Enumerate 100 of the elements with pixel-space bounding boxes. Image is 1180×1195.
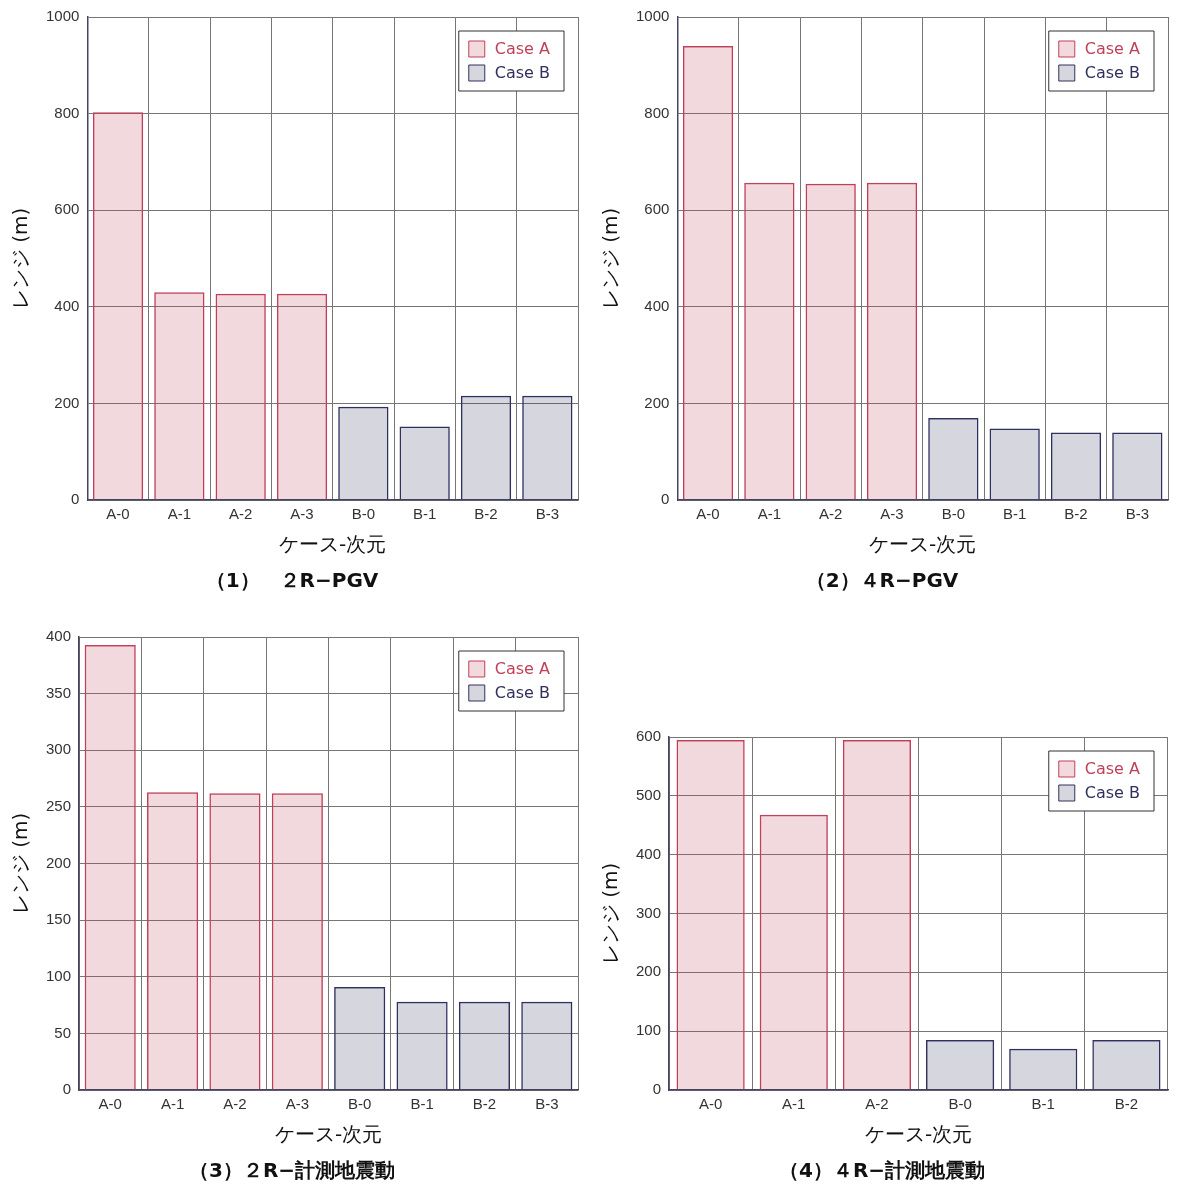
- bar: [682, 45, 734, 500]
- y-tick-label: 1000: [45, 7, 80, 25]
- y-tick-label: 600: [54, 200, 80, 218]
- x-axis-title: ケース-次元: [274, 1122, 383, 1147]
- text: （1） ２R−PGV: [205, 568, 379, 593]
- y-tick-label: 200: [644, 393, 670, 411]
- y-tick-label: 800: [644, 103, 670, 121]
- x-axis-title: ケース-次元: [279, 532, 387, 557]
- bar: [334, 986, 386, 1090]
- x-tick-label: A-2: [229, 505, 253, 523]
- bar: [842, 739, 912, 1090]
- x-tick-label: B-2: [472, 1095, 497, 1113]
- bar: [928, 417, 979, 500]
- x-tick-label: B-1: [1003, 505, 1027, 523]
- x-tick-label: A-3: [285, 1095, 309, 1113]
- y-tick-label: 200: [54, 393, 80, 411]
- bar: [744, 182, 795, 500]
- y-tick-label: 400: [636, 844, 662, 862]
- bar: [805, 183, 856, 500]
- bar: [676, 739, 745, 1090]
- y-tick-label: 600: [644, 200, 670, 218]
- x-tick-label: B-3: [535, 505, 560, 523]
- x-tick-label: A-1: [782, 1095, 806, 1113]
- y-tick-label: 1000: [635, 7, 670, 25]
- x-tick-label: B-0: [351, 505, 376, 523]
- x-tick-label: A-1: [167, 505, 192, 523]
- x-tick-label: B-1: [410, 1095, 434, 1113]
- legend-label: Case A: [494, 659, 551, 679]
- y-tick-label: 0: [62, 1080, 72, 1098]
- legend-label: Case B: [1084, 63, 1140, 83]
- x-tick-label: A-3: [880, 505, 904, 523]
- bar: [989, 428, 1040, 500]
- y-tick-label: 300: [636, 903, 662, 921]
- x-tick-label: A-1: [160, 1095, 185, 1113]
- bar: [1092, 1039, 1161, 1090]
- y-tick-label: 0: [652, 1080, 662, 1098]
- bar: [147, 792, 199, 1090]
- y-tick-label: 400: [46, 627, 72, 645]
- y-tick-label: 300: [46, 740, 72, 758]
- y-tick-label: 350: [46, 683, 72, 701]
- y-axis-title: レンジ (m): [598, 862, 623, 965]
- x-tick-label: B-1: [1031, 1095, 1055, 1113]
- text: （2）４R−PGV: [805, 568, 959, 593]
- x-tick-label: A-0: [106, 505, 130, 523]
- bar: [458, 1001, 511, 1090]
- y-axis-title: レンジ (m): [8, 207, 33, 310]
- bar: [460, 395, 512, 500]
- bar: [1050, 432, 1102, 500]
- y-tick-label: 150: [46, 910, 72, 928]
- x-tick-label: B-2: [1114, 1095, 1139, 1113]
- y-tick-label: 0: [71, 490, 80, 508]
- x-tick-label: B-1: [413, 505, 437, 523]
- y-tick-label: 50: [54, 1023, 72, 1041]
- y-axis-title: レンジ (m): [598, 207, 623, 310]
- legend-label: Case B: [494, 63, 550, 83]
- x-axis-title: ケース-次元: [869, 532, 977, 557]
- y-tick-label: 800: [54, 103, 80, 121]
- legend-label: Case A: [1084, 39, 1141, 59]
- bar: [522, 395, 573, 500]
- y-tick-label: 500: [636, 785, 662, 803]
- x-tick-label: A-0: [98, 1095, 122, 1113]
- legend-label: Case A: [1084, 759, 1141, 779]
- x-tick-label: B-2: [1064, 505, 1088, 523]
- y-tick-label: 200: [636, 962, 662, 980]
- y-tick-label: 250: [46, 797, 72, 815]
- y-tick-label: 400: [644, 296, 670, 314]
- x-tick-label: B-0: [948, 1095, 972, 1113]
- y-tick-label: 100: [46, 966, 72, 984]
- bar: [399, 426, 450, 500]
- bar: [92, 112, 144, 500]
- bar: [276, 293, 328, 500]
- bar: [396, 1001, 448, 1090]
- bar: [1112, 432, 1163, 500]
- text: （4）４R−計測地震動: [778, 1158, 986, 1183]
- bar: [521, 1001, 573, 1090]
- bar: [338, 406, 389, 500]
- bar: [209, 793, 261, 1090]
- bar: [154, 292, 205, 500]
- x-tick-label: B-2: [474, 505, 498, 523]
- bar: [866, 182, 918, 500]
- y-axis-title: レンジ (m): [8, 812, 33, 915]
- y-tick-label: 600: [636, 727, 662, 745]
- bar: [215, 293, 266, 500]
- x-tick-label: A-0: [696, 505, 720, 523]
- x-tick-label: B-0: [348, 1095, 372, 1113]
- bar: [759, 814, 828, 1090]
- x-tick-label: A-2: [819, 505, 843, 523]
- x-axis-title: ケース-次元: [864, 1122, 973, 1147]
- legend-label: Case A: [494, 39, 551, 59]
- y-tick-label: 200: [46, 853, 72, 871]
- x-tick-label: B-3: [1125, 505, 1150, 523]
- text: （3）２R−計測地震動: [188, 1158, 396, 1183]
- y-tick-label: 400: [54, 296, 80, 314]
- y-tick-label: 100: [636, 1021, 662, 1039]
- x-tick-label: A-0: [698, 1095, 723, 1113]
- legend-label: Case B: [494, 683, 550, 703]
- x-tick-label: A-2: [865, 1095, 889, 1113]
- x-tick-label: A-1: [757, 505, 782, 523]
- bar: [271, 793, 323, 1090]
- bar: [84, 644, 136, 1090]
